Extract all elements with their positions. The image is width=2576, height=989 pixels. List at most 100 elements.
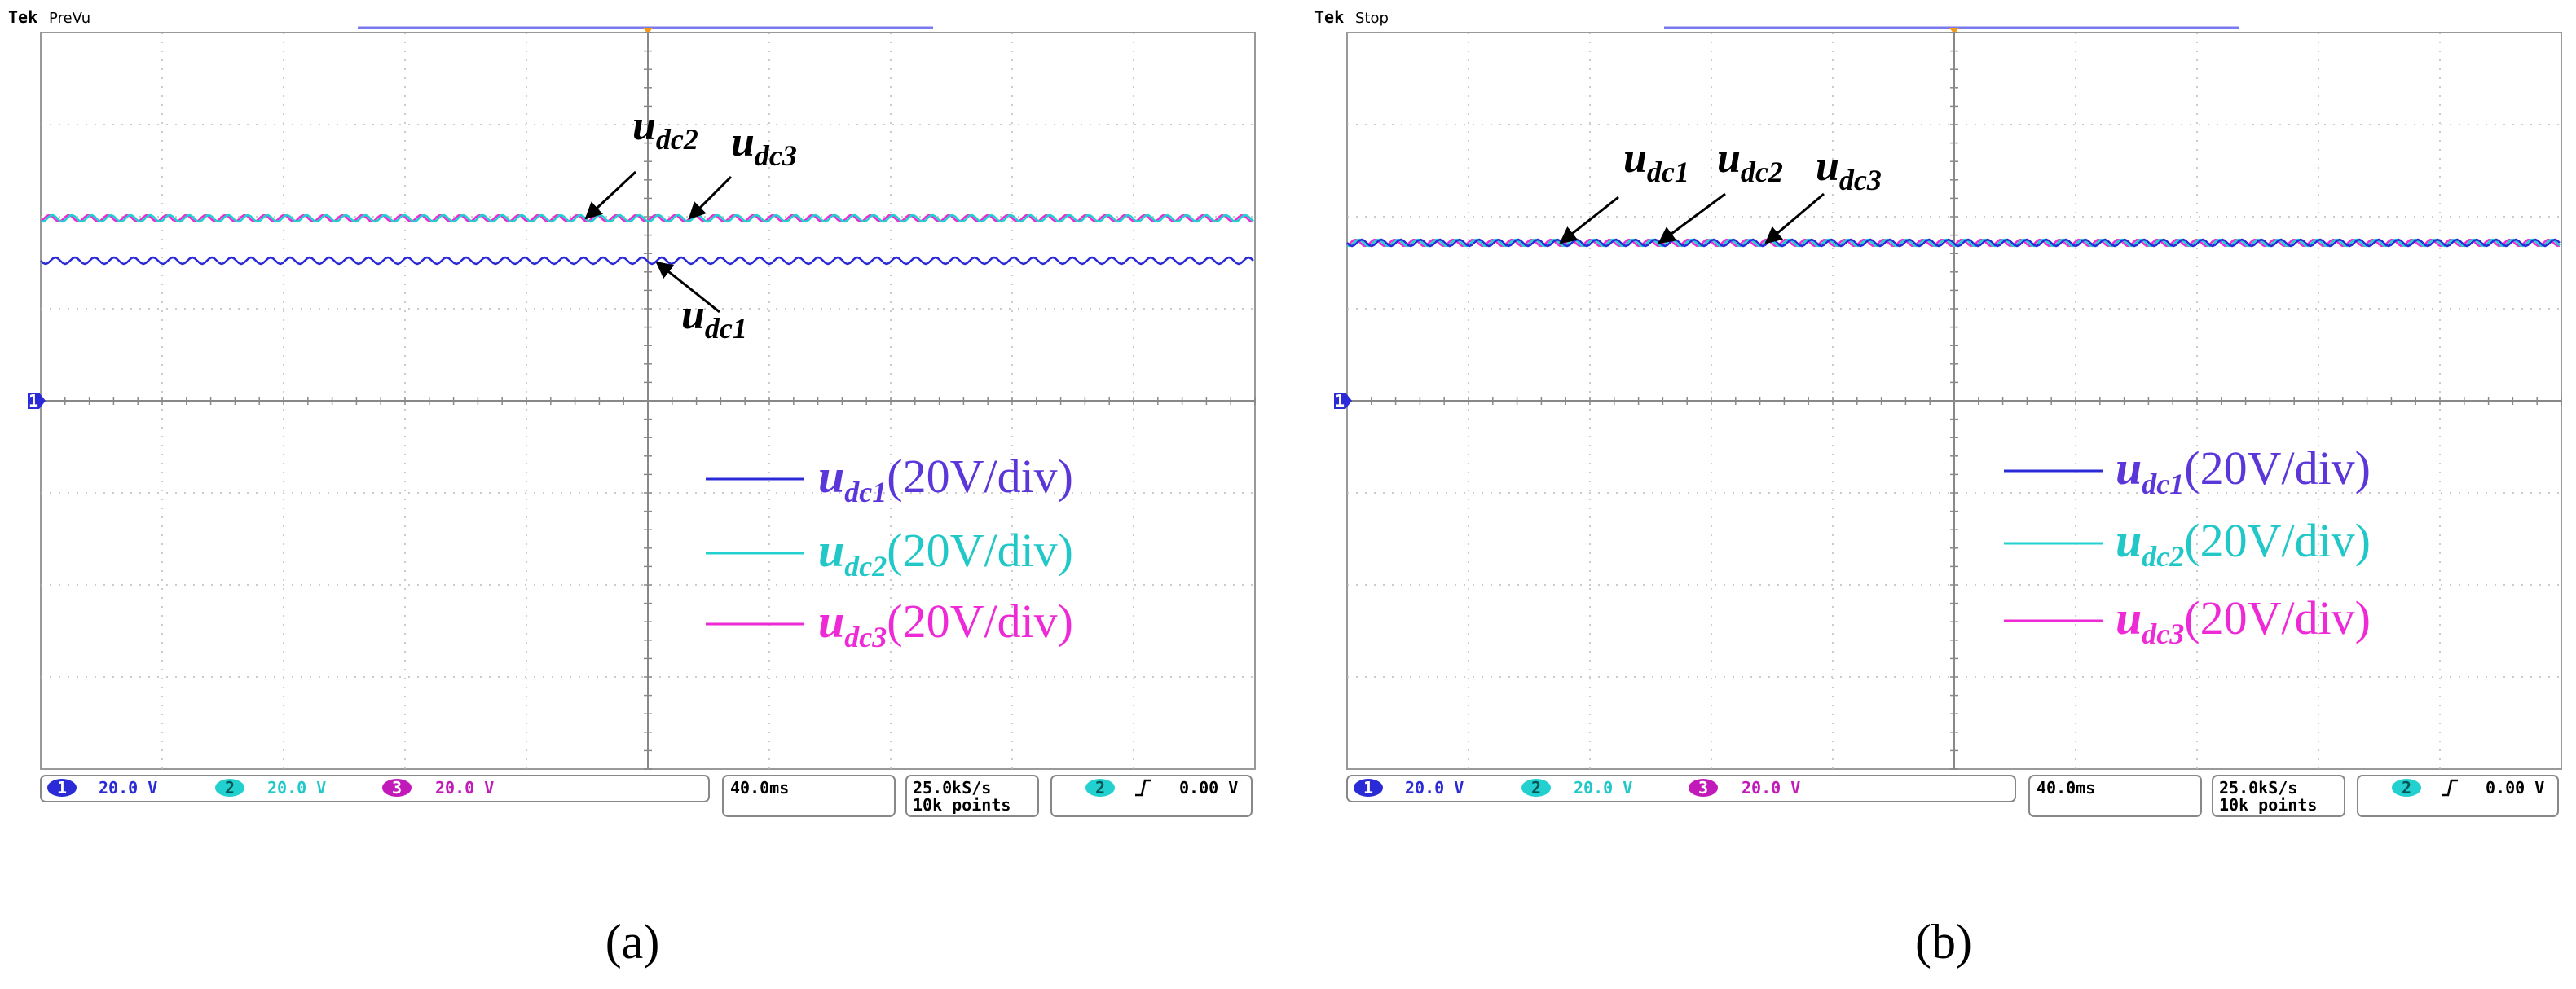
legend-symbol: u (2116, 591, 2142, 644)
status-box (40, 775, 710, 802)
channel-badge (382, 779, 412, 797)
channel-badge-label: 1 (1363, 778, 1373, 798)
trigger-slope (2442, 779, 2458, 797)
ch-marker (28, 393, 46, 409)
annotation: udc1 (681, 292, 747, 345)
sample-rate: 25.0kS/s (2219, 778, 2297, 798)
arrow (1559, 196, 1619, 244)
arrow (655, 261, 720, 314)
caption: (a) (605, 915, 660, 969)
annotation-symbol: u (1816, 143, 1839, 190)
ch-marker-label: 1 (29, 391, 38, 411)
channel-badge-label: 2 (1531, 778, 1541, 798)
legend-label: udc2(20V/div) (2116, 514, 2371, 573)
legend-scale: (20V/div) (887, 524, 1073, 577)
annotation-sub: dc3 (1839, 164, 1882, 196)
trigger-pos (1949, 28, 1959, 34)
record-length: 10k points (2219, 795, 2317, 815)
channel-badge-label: 1 (57, 778, 67, 798)
channel-badge-label: 2 (225, 778, 235, 798)
record-length: 10k points (913, 795, 1011, 815)
legend-label: udc2(20V/div) (818, 524, 1073, 582)
legend-label: udc3(20V/div) (2116, 591, 2371, 650)
acq-mode: Stop (1355, 10, 1389, 27)
legend-symbol: u (2116, 442, 2142, 494)
ch-marker (1334, 393, 1352, 409)
trigger-level: 0.00 V (2486, 778, 2544, 798)
arrow (1764, 192, 1825, 244)
legend-sub: dc3 (2142, 618, 2184, 650)
channel-volts: 20.0 V (1574, 778, 1632, 798)
legend-label: udc1(20V/div) (818, 450, 1073, 508)
status-box (722, 775, 896, 817)
legend-label: udc3(20V/div) (818, 595, 1073, 653)
legend-sub: dc2 (844, 550, 887, 582)
annotation-symbol: u (632, 103, 656, 149)
trigger-badge (1085, 779, 1115, 797)
annotation-symbol: u (731, 119, 755, 165)
legend-scale: (20V/div) (887, 450, 1073, 503)
legend-sub: dc1 (844, 476, 887, 508)
channel-volts: 20.0 V (99, 778, 157, 798)
annotation-sub: dc1 (1647, 156, 1689, 188)
status-box (2028, 775, 2202, 817)
timebase: 40.0ms (2037, 778, 2095, 798)
channel-badge-label: 3 (392, 778, 402, 798)
legend-symbol: u (818, 524, 844, 577)
brand: Tek (1314, 7, 1344, 27)
trigger-badge-label: 2 (2402, 778, 2411, 798)
timebase: 40.0ms (730, 778, 789, 798)
arrow (1658, 192, 1726, 244)
annotation: udc1 (1623, 135, 1689, 188)
sample-rate: 25.0kS/s (913, 778, 991, 798)
trace (1346, 238, 2561, 248)
annotation: udc3 (731, 119, 797, 172)
channel-volts: 20.0 V (1405, 778, 1464, 798)
trigger-badge (2392, 779, 2421, 797)
acq-mode: PreVu (49, 10, 90, 27)
legend-scale: (20V/div) (2184, 514, 2371, 567)
trigger-level: 0.00 V (1179, 778, 1238, 798)
legend-symbol: u (818, 450, 844, 503)
annotation-symbol: u (1623, 135, 1647, 182)
annotation-sub: dc2 (656, 123, 698, 156)
caption: (b) (1915, 915, 1972, 969)
legend-scale: (20V/div) (2184, 591, 2371, 644)
trace (40, 213, 1254, 223)
brand: Tek (8, 7, 37, 27)
channel-badge (215, 779, 244, 797)
annotation-symbol: u (681, 292, 705, 338)
annotation-sub: dc1 (705, 312, 747, 345)
trigger-pos (643, 28, 653, 34)
trigger-slope (1135, 779, 1151, 797)
annotation-sub: dc2 (1741, 156, 1783, 188)
channel-volts: 20.0 V (435, 778, 494, 798)
legend-scale: (20V/div) (887, 595, 1073, 648)
channel-badge (1521, 779, 1551, 797)
legend-label: udc1(20V/div) (2116, 442, 2371, 500)
status-box (1346, 775, 2016, 802)
arrow (688, 175, 733, 220)
annotation-sub: dc3 (755, 139, 797, 172)
trigger-badge-label: 2 (1095, 778, 1105, 798)
ch-marker-label: 1 (1335, 391, 1345, 411)
annotation: udc2 (632, 103, 698, 156)
status-box (905, 775, 1039, 817)
status-box (2212, 775, 2345, 817)
channel-badge-label: 3 (1698, 778, 1708, 798)
legend-symbol: u (818, 595, 844, 648)
legend-symbol: u (2116, 514, 2142, 567)
legend-sub: dc1 (2142, 468, 2184, 500)
legend-sub: dc3 (844, 621, 887, 653)
annotation-symbol: u (1717, 135, 1741, 182)
channel-volts: 20.0 V (1742, 778, 1800, 798)
channel-badge (47, 779, 77, 797)
annotation: udc3 (1816, 143, 1882, 196)
legend-sub: dc2 (2142, 540, 2184, 573)
annotation: udc2 (1717, 135, 1783, 188)
channel-badge (1354, 779, 1383, 797)
legend-scale: (20V/div) (2184, 442, 2371, 494)
